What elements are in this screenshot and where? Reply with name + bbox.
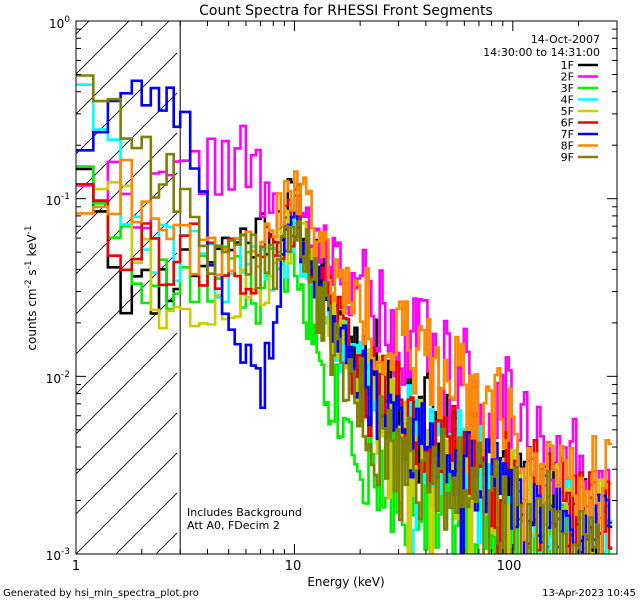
x-tick-label-10: 10 <box>285 559 302 574</box>
series-9F <box>76 74 601 554</box>
y-tick-labels: 100 10-1 10-2 10-3 <box>46 15 71 563</box>
annotation-background: Includes Background <box>187 506 302 519</box>
legend-label-5F: 5F <box>561 105 574 118</box>
legend-label-9F: 9F <box>561 151 574 164</box>
chart-title: Count Spectra for RHESSI Front Segments <box>199 3 493 19</box>
series-5F <box>76 181 613 554</box>
series-8F <box>76 158 613 554</box>
legend-label-3F: 3F <box>561 82 574 95</box>
annotation-attenuator: Att A0, FDecim 2 <box>187 519 280 532</box>
y-tick-label-1e-2: 10-2 <box>46 370 70 386</box>
hatch-line <box>76 212 177 315</box>
legend-label-1F: 1F <box>561 59 574 72</box>
x-tick-labels: 1 10 100 <box>72 559 522 574</box>
header-time-range: 14:30:00 to 14:31:00 <box>483 46 600 59</box>
header-date: 14-Oct-2007 <box>531 33 600 46</box>
legend-label-7F: 7F <box>561 128 574 141</box>
y-tick-label-1e0: 100 <box>49 15 70 31</box>
y-axis-label: counts cm-2 s-1 keV-1 <box>24 225 39 350</box>
axis-ticks <box>75 20 618 555</box>
x-axis-label: Energy (keV) <box>307 575 384 589</box>
series-layer <box>76 74 613 554</box>
hatch-line <box>76 452 177 554</box>
y-tick-label-1e-3: 10-3 <box>46 547 70 563</box>
x-tick-label-1: 1 <box>72 559 80 574</box>
hatch-line <box>76 412 177 515</box>
series-7F <box>76 79 613 554</box>
footer-generated-by: Generated by hsi_min_spectra_plot.pro <box>3 588 199 599</box>
legend-label-6F: 6F <box>561 117 574 130</box>
hatch-line <box>76 372 177 475</box>
legend-label-4F: 4F <box>561 94 574 107</box>
legend-label-2F: 2F <box>561 71 574 84</box>
y-tick-label-1e-1: 10-1 <box>46 192 70 208</box>
legend-label-8F: 8F <box>561 140 574 153</box>
x-tick-label-100: 100 <box>497 559 522 574</box>
footer-timestamp: 13-Apr-2023 10:45 <box>542 588 636 599</box>
hatch-line <box>76 92 177 195</box>
plot-frame <box>75 20 618 555</box>
hatch-line <box>76 21 170 115</box>
